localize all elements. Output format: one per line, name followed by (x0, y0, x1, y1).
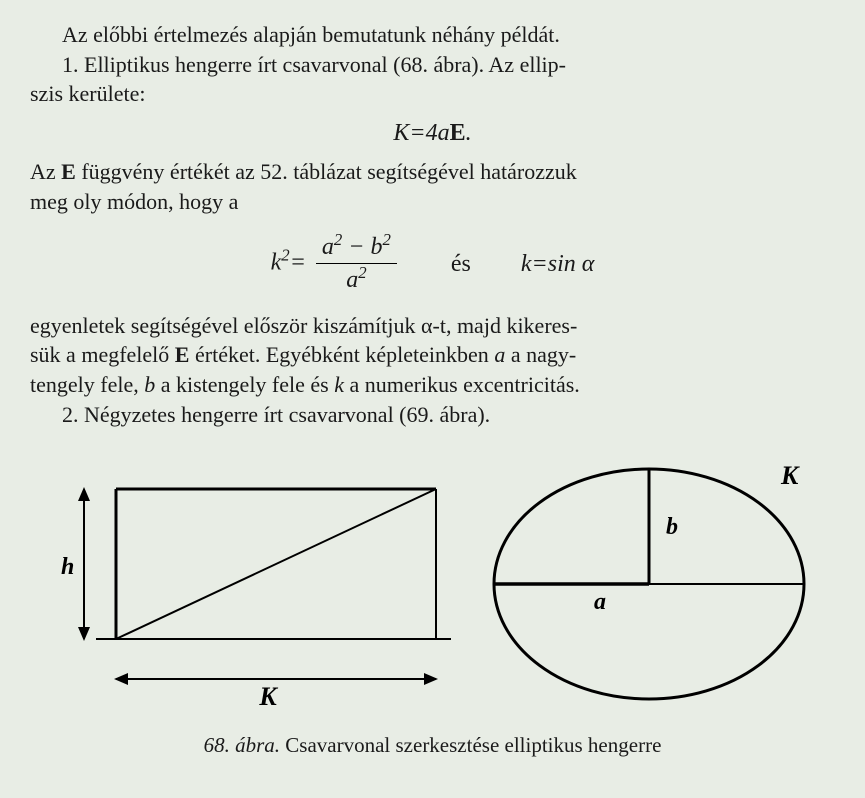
figure-caption: 68. ábra. Csavarvonal szerkesztése ellip… (30, 731, 835, 759)
text-p3a: Az (30, 159, 61, 184)
caption-number: 68. ábra. (204, 733, 280, 757)
eq-numerator: a2 − b2 (316, 231, 397, 264)
eq-k2-sup: 2 (281, 245, 289, 264)
text-p4d: a nagy- (505, 342, 576, 367)
paragraph-example1-b: szis kerülete: (30, 79, 835, 109)
label-K-rect: K (259, 682, 279, 711)
diagram-ellipse: K b a (469, 454, 829, 714)
paragraph-example2: 2. Négyzetes hengerre írt csavarvonal (6… (30, 400, 835, 430)
text-p3-E: E (61, 159, 76, 184)
paragraph-explain-a: egyenletek segítségével először kiszámít… (30, 311, 835, 341)
text-p4c: értéket. Egyébként képleteinkben (189, 342, 494, 367)
label-K-ellipse: K (780, 461, 800, 490)
label-a: a (594, 589, 606, 615)
eq-eq1: = (290, 249, 306, 275)
caption-text: Csavarvonal szerkesztése elliptikus heng… (280, 733, 661, 757)
formula-K-dot: . (466, 120, 472, 146)
equation-k2: k2= a2 − b2 a2 (271, 231, 401, 297)
formula-K-E: E (450, 120, 466, 146)
formula-K-left: K (393, 120, 409, 146)
text-p2b: szis kerülete: (30, 81, 145, 106)
paragraph-explain-c: tengely fele, b a kistengely fele és k a… (30, 370, 835, 400)
label-h: h (61, 554, 74, 580)
text-p4-k: k (334, 372, 344, 397)
text-p4-b: b (144, 372, 155, 397)
text-p4f: a kistengely fele és (155, 372, 334, 397)
paragraph-intro: Az előbbi értelmezés alapján bemutatunk … (30, 20, 835, 50)
text-p4g: a numerikus excentricitás. (344, 372, 580, 397)
formula-K: K=4aE. (30, 117, 835, 149)
figure-68: h K K b a (30, 449, 835, 719)
paragraph-explain-b: sük a megfelelő E értéket. Egyébként kép… (30, 340, 835, 370)
paragraph-E-function-a: Az E függvény értékét az 52. táblázat se… (30, 157, 835, 187)
equation-row: k2= a2 − b2 a2 és k=sin α (30, 231, 835, 297)
text-p3b: függvény értékét az 52. táblázat segítsé… (76, 159, 577, 184)
formula-K-mid: =4a (409, 120, 449, 146)
text-p4-a: a (494, 342, 505, 367)
text-p4a: egyenletek segítségével először kiszámít… (30, 313, 577, 338)
eq-denominator: a2 (316, 264, 397, 296)
eq-k-var: k (521, 251, 532, 277)
eq-k2-var: k (271, 249, 282, 275)
text-p3c: meg oly módon, hogy a (30, 189, 238, 214)
text-p4-E: E (175, 342, 190, 367)
text-p2a: 1. Elliptikus hengerre írt csavarvonal (… (62, 52, 566, 77)
equation-ksin: k=sin α (521, 248, 594, 280)
text-p4b: sük a megfelelő (30, 342, 175, 367)
eq-sin: =sin α (532, 251, 595, 277)
paragraph-E-function-b: meg oly módon, hogy a (30, 187, 835, 217)
label-b: b (666, 514, 678, 540)
text-p1: Az előbbi értelmezés alapján bemutatunk … (62, 22, 560, 47)
paragraph-example1-a: 1. Elliptikus hengerre írt csavarvonal (… (30, 50, 835, 80)
text-p4e: tengely fele, (30, 372, 144, 397)
eq-es: és (451, 248, 471, 280)
eq-fraction: a2 − b2 a2 (316, 231, 397, 297)
text-p5: 2. Négyzetes hengerre írt csavarvonal (6… (62, 402, 490, 427)
diagram-rectangle: h K (36, 449, 456, 719)
